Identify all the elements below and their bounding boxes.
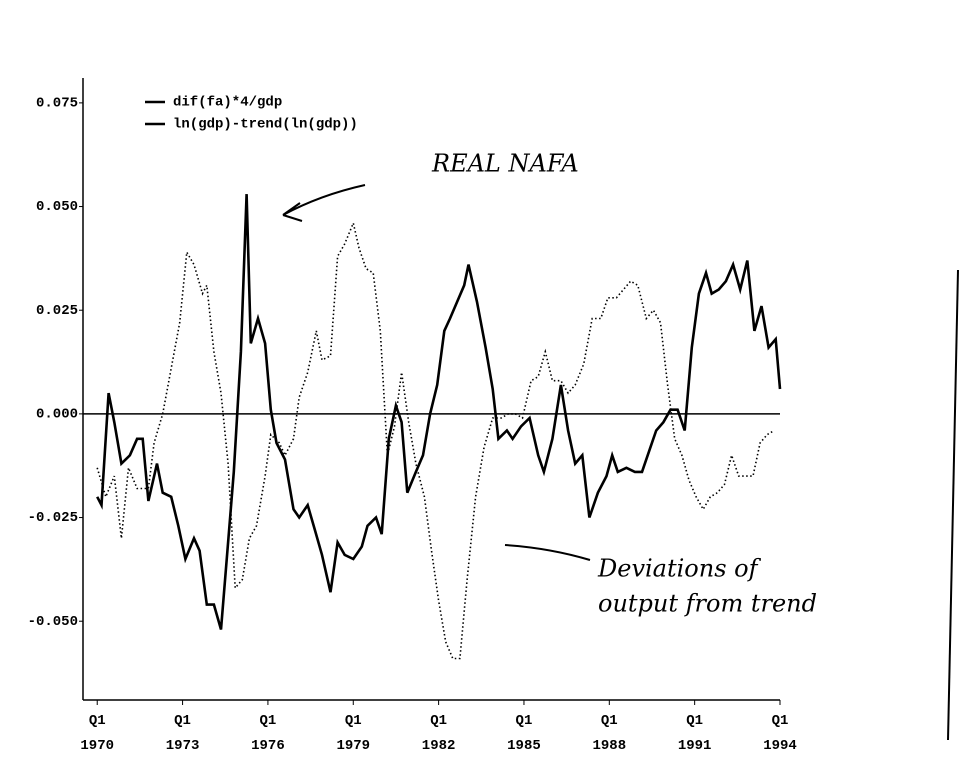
y-tick-label: 0.050 — [36, 199, 78, 215]
annotation: Deviations of — [597, 555, 762, 583]
series-line — [96, 194, 782, 630]
series-line — [96, 220, 775, 660]
y-tick-label: -0.050 — [28, 614, 78, 630]
x-tick-label: Q1 1982 — [422, 713, 456, 754]
x-tick-label: Q1 1970 — [80, 713, 114, 754]
x-tick-label: Q1 1973 — [166, 713, 200, 754]
x-tick-label: Q1 1976 — [251, 713, 285, 754]
x-tick-label: Q1 1988 — [593, 713, 627, 754]
annotation: REAL NAFA — [431, 150, 579, 178]
y-tick-label: 0.025 — [36, 303, 78, 319]
y-tick-label: -0.025 — [28, 510, 78, 526]
annotation-arrow — [282, 184, 366, 222]
scan-edge — [947, 269, 959, 741]
y-tick-label: 0.075 — [36, 96, 78, 112]
legend-label: dif(fa)*4/gdp — [173, 95, 282, 111]
x-tick-label: Q1 1979 — [336, 713, 370, 754]
y-tick-label: 0.000 — [36, 407, 78, 423]
annotation-line — [504, 544, 591, 561]
x-tick-label: Q1 1985 — [507, 713, 541, 754]
annotation: output from trend — [598, 590, 817, 618]
x-tick-label: Q1 1994 — [763, 713, 797, 754]
x-tick-label: Q1 1991 — [678, 713, 712, 754]
legend-label: ln(gdp)-trend(ln(gdp)) — [173, 117, 358, 133]
